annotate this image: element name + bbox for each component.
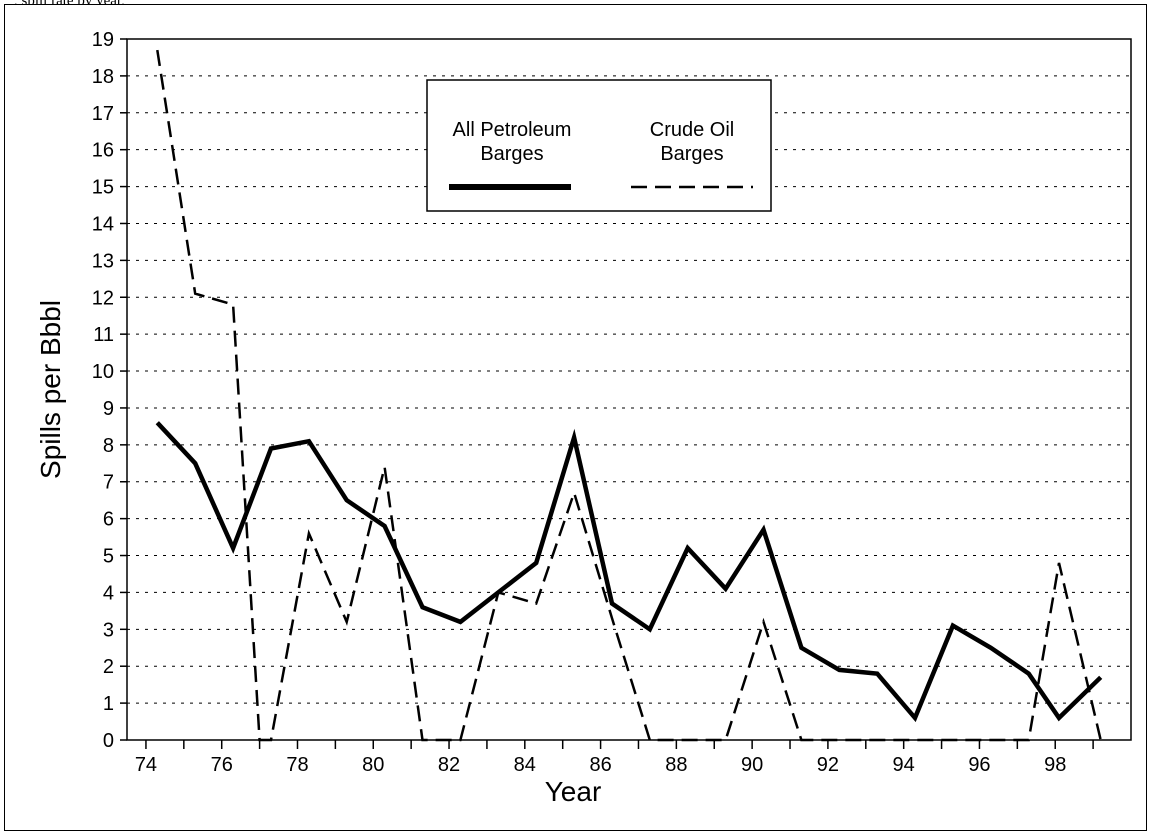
x-axis-title: Year bbox=[545, 776, 602, 807]
legend-label-all-petroleum-barges: All Petroleum bbox=[453, 119, 572, 141]
x-tick-label: 96 bbox=[968, 754, 990, 776]
y-tick-label: 15 bbox=[92, 177, 114, 199]
x-tick-label: 82 bbox=[438, 754, 460, 776]
y-tick-label: 17 bbox=[92, 103, 114, 125]
y-tick-label: 3 bbox=[103, 619, 114, 641]
x-tick-label: 86 bbox=[589, 754, 611, 776]
x-tick-label: 90 bbox=[741, 754, 763, 776]
y-tick-label: 6 bbox=[103, 509, 114, 531]
x-tick-label: 94 bbox=[893, 754, 915, 776]
y-tick-label: 5 bbox=[103, 546, 114, 568]
y-tick-label: 8 bbox=[103, 435, 114, 457]
y-tick-label: 0 bbox=[103, 730, 114, 752]
y-tick-label: 19 bbox=[92, 29, 114, 51]
y-tick-label: 11 bbox=[93, 324, 114, 346]
legend-label-crude-oil-barges: Barges bbox=[660, 143, 723, 165]
x-tick-label: 80 bbox=[362, 754, 384, 776]
y-tick-label: 2 bbox=[103, 656, 114, 678]
chart-frame: 0 1 2 3 4 5 6 7 8 9 10 11 12 13 14 15 16 17 18 19 74 76 78 80 82… bbox=[4, 4, 1147, 831]
y-tick-label: 7 bbox=[103, 472, 114, 494]
y-tick-label: 18 bbox=[92, 66, 114, 88]
series-line-crude-oil-barges bbox=[156, 49, 1102, 742]
legend-label-crude-oil-barges: Crude Oil bbox=[650, 119, 734, 141]
x-tick-label: 92 bbox=[817, 754, 839, 776]
y-tick-label: 12 bbox=[92, 287, 114, 309]
y-tick-label: 4 bbox=[103, 582, 114, 604]
x-tick-label: 74 bbox=[135, 754, 157, 776]
y-axis-title: Spills per Bbbl bbox=[35, 300, 66, 479]
y-tick-label: 10 bbox=[92, 361, 114, 383]
plot-area-border bbox=[126, 38, 1132, 741]
y-tick-label: 13 bbox=[92, 250, 114, 272]
series-line-all-petroleum-barges bbox=[155, 421, 1103, 723]
x-tick-label: 78 bbox=[286, 754, 308, 776]
y-tick-label: 14 bbox=[92, 213, 114, 235]
x-tick-label: 76 bbox=[211, 754, 233, 776]
y-tick-label: 1 bbox=[103, 693, 114, 715]
legend-label-all-petroleum-barges: Barges bbox=[480, 143, 543, 165]
y-tick-label: 16 bbox=[92, 140, 114, 162]
y-tick-label: 9 bbox=[103, 398, 114, 420]
x-tick-label: 88 bbox=[665, 754, 687, 776]
x-tick-label: 84 bbox=[514, 754, 536, 776]
x-tick-label: 98 bbox=[1044, 754, 1066, 776]
